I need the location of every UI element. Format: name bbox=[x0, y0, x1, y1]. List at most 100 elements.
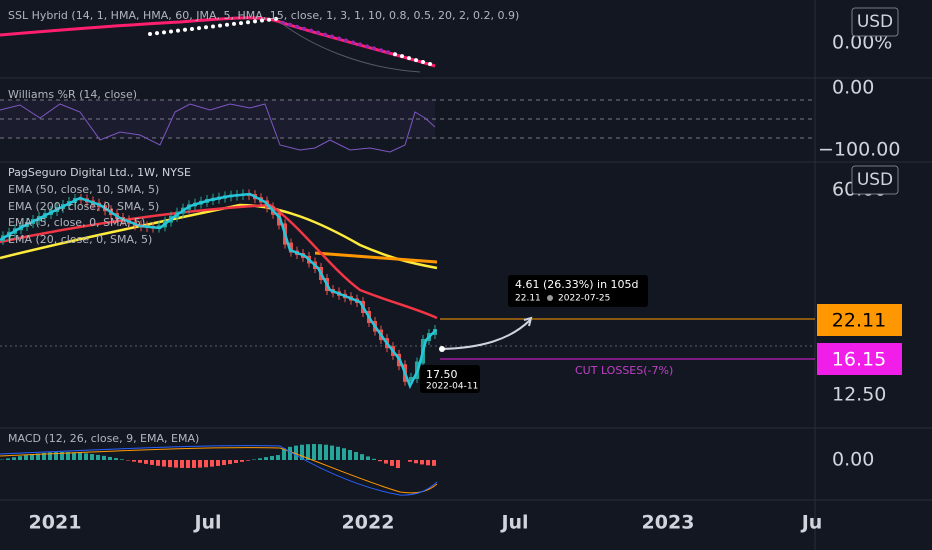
macd-bar bbox=[372, 458, 376, 460]
target-price: 22.11 bbox=[832, 310, 886, 332]
ssl-dot bbox=[316, 30, 320, 35]
williams-line bbox=[0, 103, 436, 153]
ssl-dot bbox=[365, 44, 369, 49]
macd-bar bbox=[90, 454, 94, 460]
macd-bar bbox=[84, 453, 88, 460]
symbol-label: PagSeguro Digital Ltd., 1W, NYSE bbox=[8, 166, 191, 179]
ssl-dot bbox=[351, 40, 355, 45]
macd-bar bbox=[174, 460, 178, 468]
candle bbox=[289, 242, 293, 253]
ssl-dot bbox=[428, 62, 432, 66]
ssl-dot bbox=[309, 28, 313, 33]
macd-bar bbox=[6, 458, 10, 460]
ssl-dot bbox=[302, 26, 306, 31]
macd-bar bbox=[156, 460, 160, 466]
macd-bar bbox=[348, 450, 352, 460]
low-date: 2022-04-11 bbox=[426, 382, 478, 392]
macd-bar bbox=[366, 456, 370, 460]
macd-bar bbox=[408, 460, 412, 462]
projection-date: 2022-07-25 bbox=[558, 294, 610, 304]
ssl-dot bbox=[260, 18, 264, 23]
ema-200 bbox=[314, 251, 438, 264]
macd-bar bbox=[228, 460, 232, 465]
macd-bar bbox=[60, 452, 64, 460]
macd-bar bbox=[306, 444, 310, 460]
macd-bar bbox=[330, 445, 334, 460]
macd-bar bbox=[120, 459, 124, 460]
low-box bbox=[420, 365, 480, 393]
macd-bar bbox=[210, 460, 214, 467]
macd-bar bbox=[264, 457, 268, 460]
macd-bar bbox=[108, 456, 112, 460]
macd-bar bbox=[30, 454, 34, 460]
indicator-label: EMA (50, close, 10, SMA, 5) bbox=[8, 183, 159, 196]
macd-bar bbox=[432, 460, 436, 466]
macd-bar bbox=[324, 444, 328, 460]
macd-bar bbox=[378, 460, 382, 462]
projection-arrow bbox=[441, 319, 531, 350]
ssl-dot bbox=[183, 27, 187, 32]
ssl-dot bbox=[211, 24, 215, 29]
macd-bar bbox=[252, 459, 256, 460]
currency[interactable]: USD bbox=[857, 170, 893, 190]
macd-bar bbox=[24, 455, 28, 460]
ssl-dot bbox=[253, 19, 257, 24]
axis-label: −100.00 bbox=[818, 139, 900, 161]
ssl-dot bbox=[400, 54, 404, 59]
indicator-label: EMA (5, close, 0, SMA, 5) bbox=[8, 216, 145, 229]
candle bbox=[277, 212, 281, 226]
macd-bar bbox=[192, 460, 196, 468]
macd-bar bbox=[384, 460, 388, 464]
macd-bar bbox=[186, 460, 190, 468]
macd-bar bbox=[414, 460, 418, 464]
stop-price: 16.15 bbox=[832, 349, 886, 371]
ssl-dot bbox=[414, 58, 418, 63]
macd-bar bbox=[102, 455, 106, 460]
time-label: Ju bbox=[800, 512, 823, 534]
macd-bar bbox=[234, 460, 238, 463]
ssl-dot bbox=[232, 21, 236, 26]
currency-button[interactable] bbox=[851, 7, 899, 37]
ssl-dot bbox=[344, 38, 348, 43]
target-badge bbox=[817, 304, 902, 336]
ssl-dot bbox=[155, 31, 159, 36]
macd-bar bbox=[180, 460, 184, 468]
macd-bar bbox=[258, 458, 262, 460]
macd-bar bbox=[354, 451, 358, 460]
projection-start bbox=[439, 346, 445, 352]
macd-bar bbox=[12, 457, 16, 460]
williams-label: Williams %R (14, close) bbox=[8, 88, 137, 101]
macd-bar bbox=[114, 458, 118, 460]
macd-bar bbox=[360, 454, 364, 460]
time-label: 2023 bbox=[642, 512, 695, 534]
macd-bar bbox=[246, 460, 250, 461]
macd-bar bbox=[312, 444, 316, 460]
ssl-dot bbox=[337, 36, 341, 41]
ssl-dot bbox=[281, 20, 285, 25]
macd-bar bbox=[240, 460, 244, 462]
low-price: 17.50 bbox=[426, 368, 458, 381]
macd-bar bbox=[96, 454, 100, 460]
macd-bar bbox=[78, 452, 82, 460]
macd-bar bbox=[420, 460, 424, 465]
time-label: 2022 bbox=[342, 512, 395, 534]
macd-bar bbox=[294, 445, 298, 460]
time-label: Jul bbox=[499, 512, 528, 534]
ssl-dot bbox=[358, 42, 362, 47]
ssl-dot bbox=[190, 26, 194, 31]
currency[interactable]: USD bbox=[857, 12, 893, 32]
ema-5 bbox=[0, 192, 437, 390]
macd-bar bbox=[288, 446, 292, 460]
macd-label: MACD (12, 26, close, 9, EMA, EMA) bbox=[8, 432, 199, 445]
ssl-dot bbox=[197, 26, 201, 31]
macd-bar bbox=[396, 460, 400, 469]
currency-button[interactable] bbox=[851, 165, 899, 195]
clock-icon bbox=[547, 295, 553, 301]
macd-bar bbox=[36, 453, 40, 460]
ssl-dot bbox=[169, 29, 173, 34]
candle bbox=[409, 377, 413, 382]
macd-bar bbox=[204, 460, 208, 468]
macd-bar bbox=[132, 460, 136, 462]
